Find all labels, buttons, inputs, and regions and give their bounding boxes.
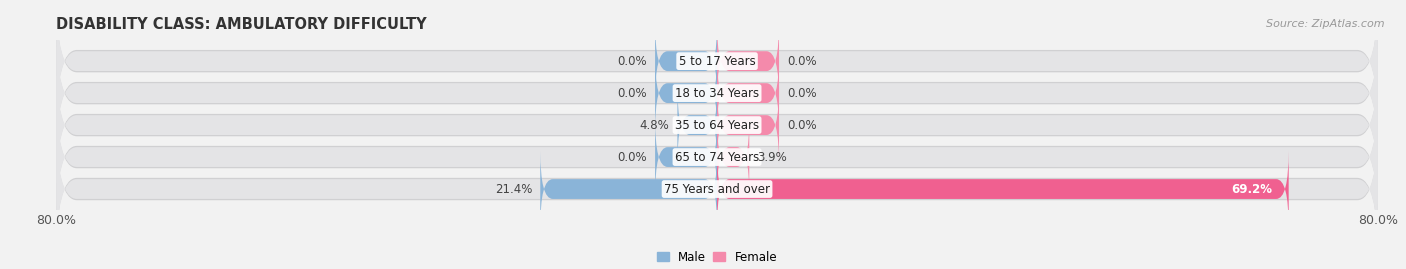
FancyBboxPatch shape: [655, 119, 717, 195]
FancyBboxPatch shape: [655, 55, 717, 131]
Legend: Male, Female: Male, Female: [652, 246, 782, 268]
FancyBboxPatch shape: [56, 56, 1378, 194]
FancyBboxPatch shape: [56, 23, 1378, 163]
Text: 75 Years and over: 75 Years and over: [664, 183, 770, 196]
Text: 35 to 64 Years: 35 to 64 Years: [675, 119, 759, 132]
Text: 18 to 34 Years: 18 to 34 Years: [675, 87, 759, 100]
FancyBboxPatch shape: [717, 55, 779, 131]
Text: 0.0%: 0.0%: [787, 87, 817, 100]
FancyBboxPatch shape: [717, 151, 1289, 227]
FancyBboxPatch shape: [56, 0, 1378, 130]
Text: 0.0%: 0.0%: [617, 55, 647, 68]
FancyBboxPatch shape: [56, 119, 1378, 259]
FancyBboxPatch shape: [56, 55, 1378, 195]
FancyBboxPatch shape: [56, 0, 1378, 131]
Text: 3.9%: 3.9%: [758, 151, 787, 164]
FancyBboxPatch shape: [56, 88, 1378, 226]
FancyBboxPatch shape: [655, 23, 717, 99]
FancyBboxPatch shape: [678, 87, 717, 163]
Text: 0.0%: 0.0%: [787, 55, 817, 68]
Text: 5 to 17 Years: 5 to 17 Years: [679, 55, 755, 68]
FancyBboxPatch shape: [717, 119, 749, 195]
Text: 0.0%: 0.0%: [617, 151, 647, 164]
Text: DISABILITY CLASS: AMBULATORY DIFFICULTY: DISABILITY CLASS: AMBULATORY DIFFICULTY: [56, 17, 427, 32]
Text: 0.0%: 0.0%: [617, 87, 647, 100]
Text: 0.0%: 0.0%: [787, 119, 817, 132]
FancyBboxPatch shape: [717, 23, 779, 99]
Text: 21.4%: 21.4%: [495, 183, 531, 196]
FancyBboxPatch shape: [540, 151, 717, 227]
Text: Source: ZipAtlas.com: Source: ZipAtlas.com: [1267, 19, 1385, 29]
Text: 69.2%: 69.2%: [1232, 183, 1272, 196]
FancyBboxPatch shape: [56, 87, 1378, 227]
FancyBboxPatch shape: [56, 24, 1378, 162]
FancyBboxPatch shape: [56, 120, 1378, 258]
Text: 65 to 74 Years: 65 to 74 Years: [675, 151, 759, 164]
FancyBboxPatch shape: [717, 87, 779, 163]
Text: 4.8%: 4.8%: [640, 119, 669, 132]
